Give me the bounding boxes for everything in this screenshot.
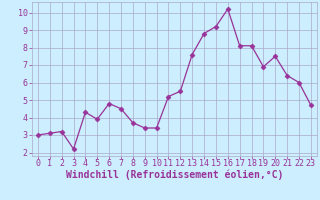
X-axis label: Windchill (Refroidissement éolien,°C): Windchill (Refroidissement éolien,°C) <box>66 169 283 180</box>
